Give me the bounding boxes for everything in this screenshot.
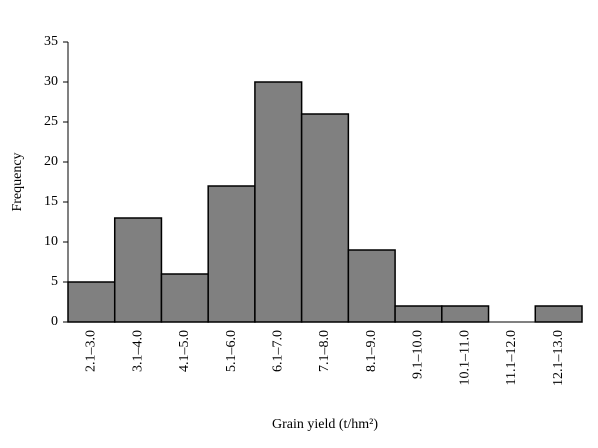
y-tick-label: 35 [44, 34, 58, 49]
y-tick-label: 10 [44, 234, 58, 249]
x-tick-label: 12.1–13.0 [551, 330, 566, 386]
y-tick-label: 20 [44, 154, 58, 169]
bar [534, 305, 583, 323]
y-tick-label: 30 [44, 74, 58, 89]
bar [67, 281, 116, 323]
bar [113, 217, 163, 323]
x-tick-label: 4.1–5.0 [177, 330, 192, 372]
x-tick-label: 3.1–4.0 [130, 330, 145, 372]
bar [300, 113, 350, 323]
bar [394, 305, 443, 323]
bar [441, 305, 490, 323]
y-tick-label: 15 [44, 194, 58, 209]
x-axis-label: Grain yield (t/hm²) [272, 417, 378, 432]
y-tick-label: 25 [44, 114, 58, 129]
bar [160, 273, 209, 323]
y-axis-label: Frequency [10, 152, 25, 211]
bar [207, 185, 256, 323]
x-tick-label: 10.1–11.0 [457, 330, 472, 385]
x-tick-label: 5.1–6.0 [224, 330, 239, 372]
x-tick-label: 2.1–3.0 [84, 330, 99, 372]
y-tick-label: 0 [51, 314, 58, 329]
y-tick-label: 5 [51, 274, 58, 289]
bar [347, 249, 396, 323]
x-tick-label: 6.1–7.0 [270, 330, 285, 372]
x-tick-label: 9.1–10.0 [411, 330, 426, 379]
bar [254, 81, 303, 323]
x-tick-label: 11.1–12.0 [504, 330, 519, 385]
x-tick-label: 8.1–9.0 [364, 330, 379, 372]
x-tick-label: 7.1–8.0 [317, 330, 332, 372]
